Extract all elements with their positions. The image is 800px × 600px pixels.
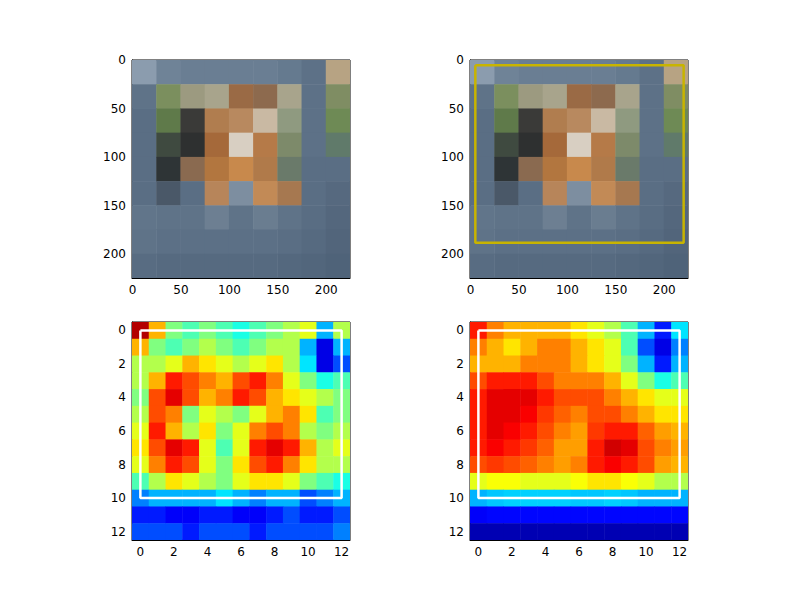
svg-text:0: 0 xyxy=(456,53,464,67)
svg-text:200: 200 xyxy=(653,283,676,297)
svg-text:0: 0 xyxy=(456,323,464,337)
svg-text:2: 2 xyxy=(508,545,516,559)
svg-text:150: 150 xyxy=(441,199,464,213)
svg-text:100: 100 xyxy=(103,150,126,164)
svg-text:8: 8 xyxy=(271,545,279,559)
svg-text:50: 50 xyxy=(173,283,188,297)
svg-text:100: 100 xyxy=(218,283,241,297)
svg-text:12: 12 xyxy=(449,525,464,539)
svg-text:200: 200 xyxy=(441,247,464,261)
svg-text:100: 100 xyxy=(556,283,579,297)
svg-text:12: 12 xyxy=(334,545,349,559)
svg-text:8: 8 xyxy=(118,458,126,472)
svg-text:6: 6 xyxy=(237,545,245,559)
svg-text:2: 2 xyxy=(170,545,178,559)
svg-text:200: 200 xyxy=(103,247,126,261)
svg-text:2: 2 xyxy=(456,357,464,371)
svg-text:150: 150 xyxy=(103,199,126,213)
svg-text:10: 10 xyxy=(449,491,464,505)
svg-text:2: 2 xyxy=(118,357,126,371)
svg-text:6: 6 xyxy=(575,545,583,559)
svg-text:100: 100 xyxy=(441,150,464,164)
svg-text:6: 6 xyxy=(456,424,464,438)
svg-text:0: 0 xyxy=(118,323,126,337)
svg-text:50: 50 xyxy=(511,283,526,297)
svg-text:10: 10 xyxy=(111,491,126,505)
svg-text:150: 150 xyxy=(266,283,289,297)
svg-text:150: 150 xyxy=(604,283,627,297)
svg-text:200: 200 xyxy=(315,283,338,297)
svg-text:8: 8 xyxy=(456,458,464,472)
svg-text:50: 50 xyxy=(449,102,464,116)
svg-text:4: 4 xyxy=(204,545,212,559)
svg-text:4: 4 xyxy=(118,390,126,404)
svg-text:12: 12 xyxy=(111,525,126,539)
svg-text:12: 12 xyxy=(672,545,687,559)
svg-text:4: 4 xyxy=(456,390,464,404)
svg-text:0: 0 xyxy=(475,545,483,559)
svg-text:8: 8 xyxy=(609,545,617,559)
svg-text:6: 6 xyxy=(118,424,126,438)
svg-text:0: 0 xyxy=(129,283,137,297)
svg-text:10: 10 xyxy=(638,545,653,559)
svg-text:10: 10 xyxy=(300,545,315,559)
svg-text:0: 0 xyxy=(118,53,126,67)
svg-text:4: 4 xyxy=(542,545,550,559)
svg-text:0: 0 xyxy=(467,283,475,297)
svg-text:0: 0 xyxy=(137,545,145,559)
svg-text:50: 50 xyxy=(111,102,126,116)
